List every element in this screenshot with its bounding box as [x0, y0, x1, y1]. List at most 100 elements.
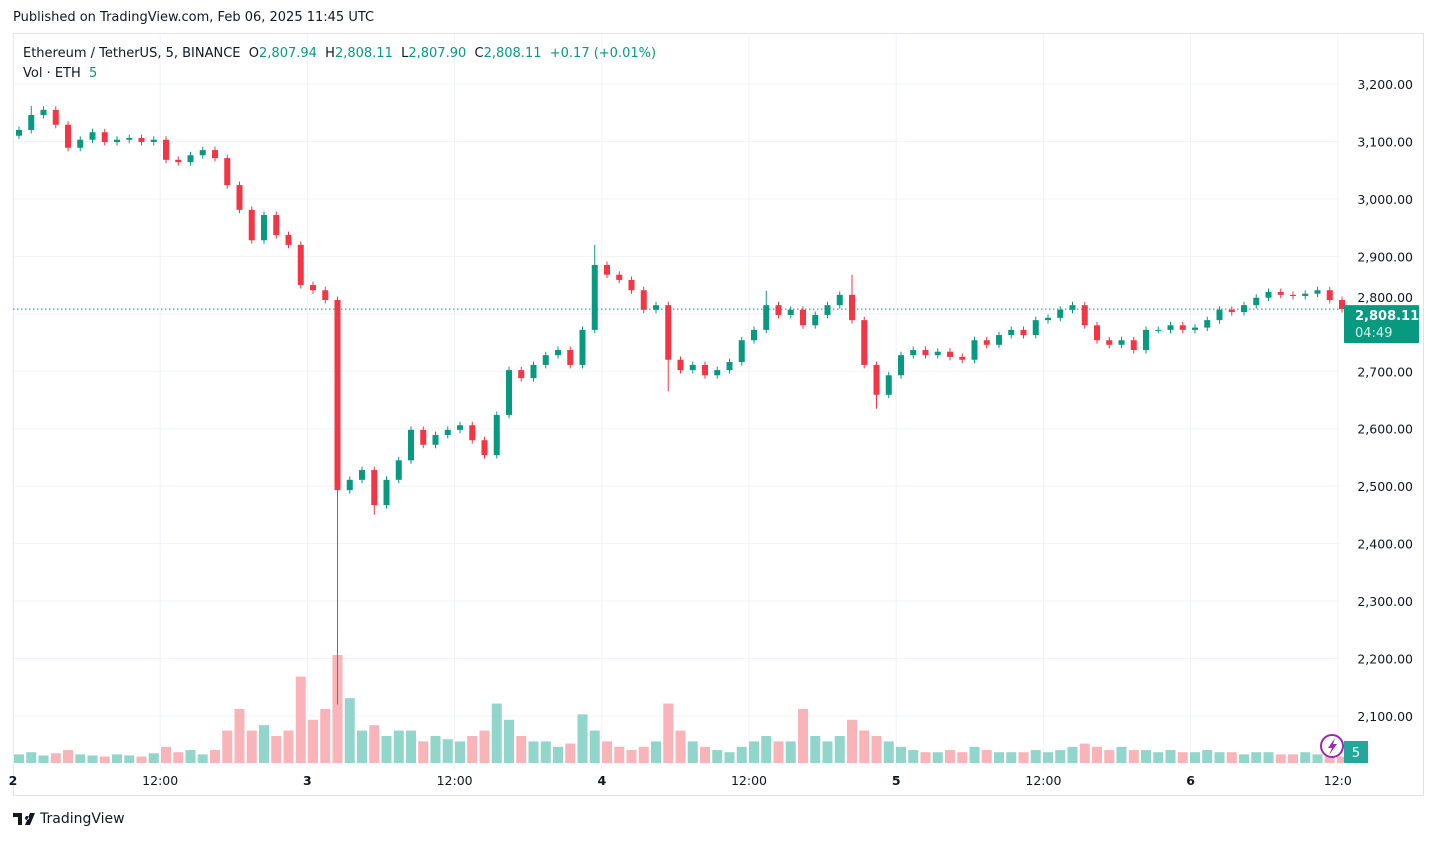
candle-body [873, 364, 880, 395]
candle-body [702, 364, 708, 376]
volume-bar [99, 756, 110, 763]
candle-body [1253, 297, 1260, 306]
volume-bar [1153, 752, 1164, 763]
candle-body [1339, 300, 1345, 310]
volume-bar [442, 739, 453, 763]
volume-bar [1239, 754, 1249, 763]
candle-body [359, 470, 365, 480]
ohlc-row: Ethereum / TetherUS, 5, BINANCE O2,807.9… [23, 44, 656, 64]
x-tick-label: 5 [892, 773, 901, 788]
candle-body [567, 349, 574, 365]
volume-bar [344, 698, 355, 763]
volume-bar [932, 752, 943, 763]
candle-body [481, 440, 488, 456]
candle-body [420, 429, 427, 445]
volume-bar [14, 754, 24, 763]
volume-bar [173, 752, 184, 763]
volume-bar [810, 736, 821, 763]
volume-bar [124, 755, 135, 763]
y-tick-label: 3,100.00 [1357, 134, 1413, 149]
volume-bar [994, 752, 1004, 763]
tradingview-logo[interactable]: TradingView [13, 811, 125, 827]
candle-body [787, 309, 794, 315]
volume-bar [381, 736, 392, 763]
volume-bar [712, 750, 723, 763]
candle-body [959, 356, 966, 360]
candle-body [432, 435, 439, 445]
y-tick-label: 2,800.00 [1357, 290, 1413, 305]
volume-bar [26, 752, 37, 763]
candle-body [114, 139, 120, 143]
volume-bar [1116, 746, 1127, 763]
volume-bar [1202, 750, 1213, 763]
candle-body [28, 115, 35, 130]
candle-body [322, 290, 329, 301]
last-price-label: 2,808.11 04:49 [1344, 305, 1419, 344]
candle-body [346, 479, 353, 491]
candle-body [861, 320, 868, 365]
volume-bar [320, 709, 331, 763]
candle-body [751, 329, 757, 341]
volume-bar [871, 736, 882, 763]
candle-body [653, 305, 659, 310]
y-tick-label: 2,400.00 [1357, 537, 1413, 552]
candle-body [800, 309, 806, 326]
candle-body [849, 294, 855, 321]
volume-bar [50, 753, 61, 763]
y-tick-label: 3,000.00 [1357, 192, 1413, 207]
volume-bar [785, 741, 796, 763]
candle-body [898, 355, 904, 376]
candle-body [52, 109, 59, 125]
candle-body [212, 150, 218, 159]
candle-body [150, 139, 157, 143]
candle-body [1290, 294, 1296, 296]
candle-body [310, 285, 316, 291]
volume-bar [332, 655, 343, 763]
volume-bar [700, 746, 710, 763]
volume-bar [1177, 752, 1188, 763]
volume-bar [393, 730, 404, 763]
symbol-title[interactable]: Ethereum / TetherUS, 5, BINANCE [23, 46, 241, 61]
volume-bar [822, 741, 833, 763]
candle-body [1326, 290, 1333, 301]
candle-body [457, 425, 463, 430]
candle-body [395, 460, 402, 480]
candle-body [555, 349, 561, 356]
candle-body [1143, 329, 1149, 350]
volume-bar [271, 736, 282, 763]
candle-body [677, 359, 684, 371]
candle-body [40, 109, 47, 116]
volume-bar [295, 676, 306, 763]
x-tick-label: 12:00 [1025, 773, 1061, 788]
last-price-value: 2,808.11 [1355, 309, 1419, 324]
volume-bar [1092, 746, 1102, 763]
candle-body [763, 305, 770, 330]
volume-bar [357, 730, 367, 763]
candle-body [1265, 291, 1272, 298]
volume-bar [834, 736, 845, 763]
volume-badge-text: 5 [1352, 746, 1360, 761]
volume-bar [1079, 743, 1090, 763]
alert-icon[interactable] [1320, 734, 1344, 758]
y-tick-label: 2,900.00 [1357, 249, 1413, 264]
candle-body [248, 209, 255, 241]
volume-bar [1141, 750, 1151, 763]
volume-bar [1226, 752, 1237, 763]
candle-body [1094, 325, 1100, 341]
candle-body [714, 370, 721, 376]
volume-bar [1067, 746, 1078, 763]
open-label: O [248, 46, 260, 61]
candle-body [910, 349, 917, 356]
volume-bar [663, 703, 674, 763]
change-value: +0.17 (+0.01%) [549, 46, 657, 61]
volume-bar [308, 719, 318, 763]
y-tick-label: 2,600.00 [1357, 422, 1413, 437]
volume-bar [614, 746, 625, 763]
candle-body [836, 294, 843, 306]
volume-bar [761, 736, 772, 763]
candle-body [1020, 329, 1027, 336]
volume-bar [148, 753, 159, 763]
volume-label[interactable]: Vol · ETH [23, 66, 81, 81]
candle-body [530, 364, 537, 379]
